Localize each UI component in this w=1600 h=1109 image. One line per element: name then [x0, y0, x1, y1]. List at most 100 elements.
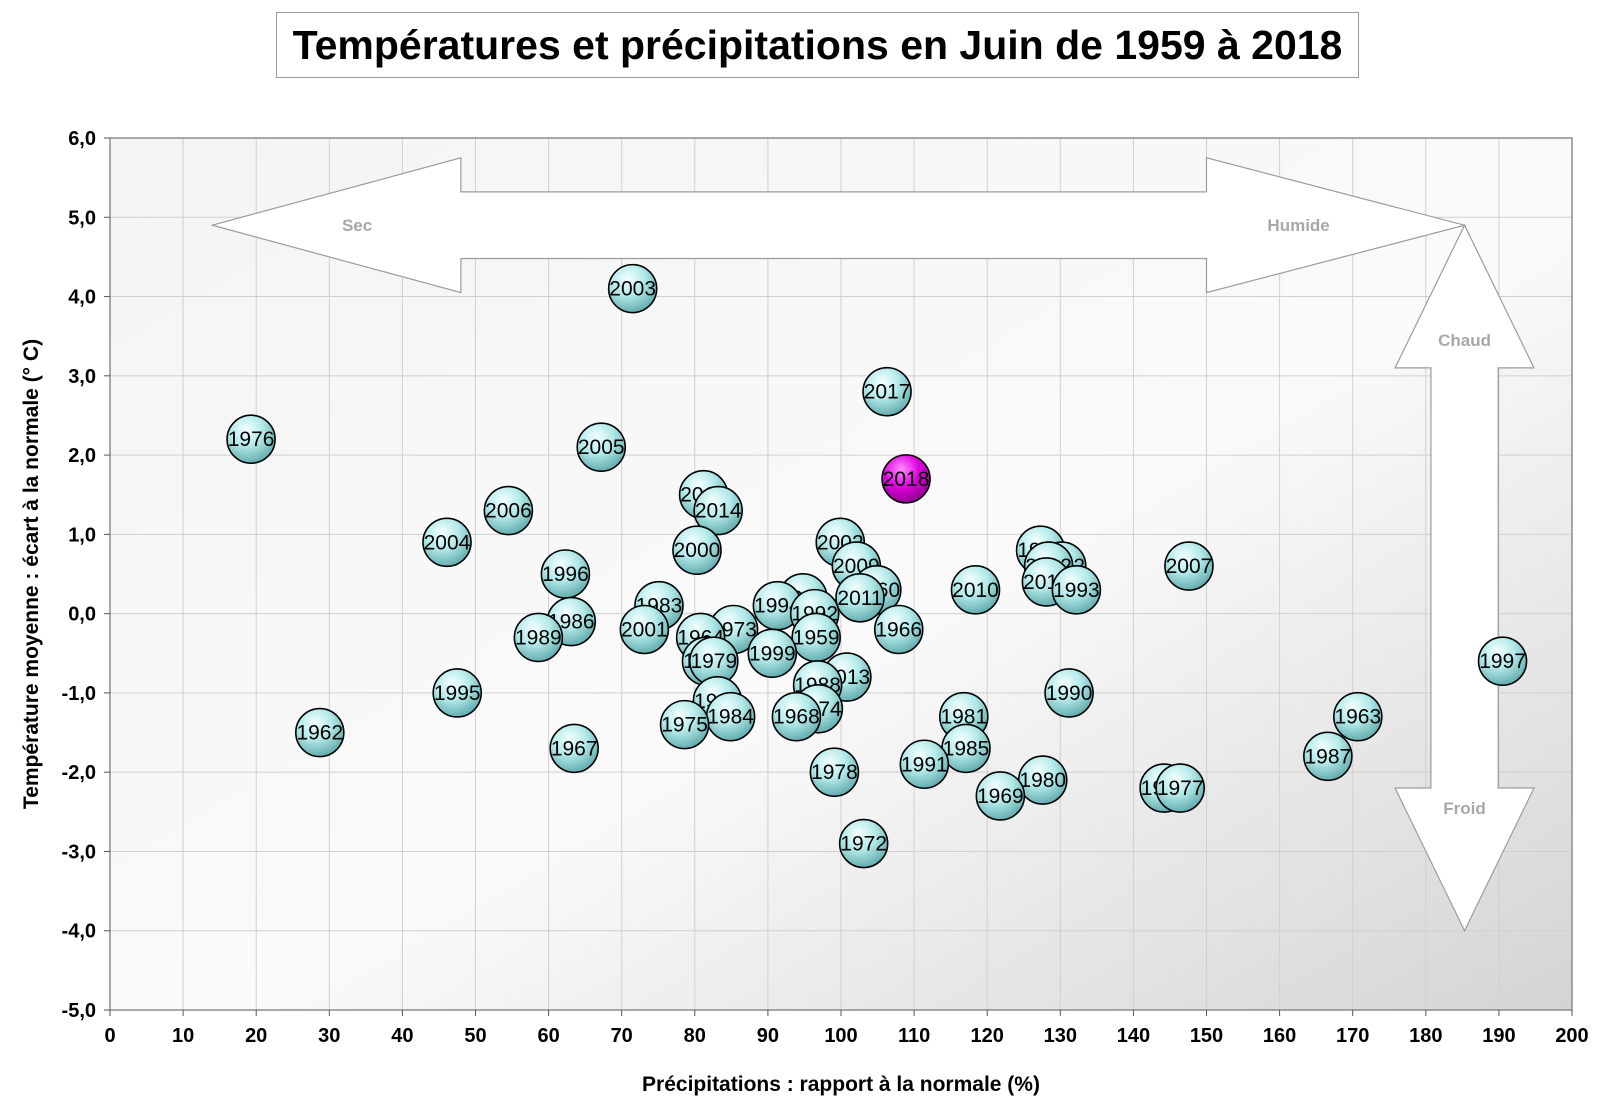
point-marker [483, 485, 534, 536]
point-label: 1979 [690, 650, 737, 673]
y-tick-label-7: -1,0 [62, 683, 96, 705]
point-marker [835, 572, 885, 623]
data-point-1999-33: 1999 [747, 628, 798, 679]
point-label: 1999 [749, 642, 796, 665]
x-tick-label-20: 20 [245, 1025, 267, 1047]
point-marker [607, 263, 658, 314]
point-marker [619, 604, 670, 655]
point-label: 1966 [875, 618, 922, 641]
point-label: 2003 [609, 278, 656, 301]
point-marker [873, 604, 924, 655]
data-point-1977-56: 1977 [1155, 763, 1205, 813]
data-point-1959-32: 1959 [791, 612, 841, 663]
y-tick-label-5: 1,0 [68, 524, 96, 546]
point-label: 1959 [793, 626, 840, 649]
y-tick-label-3: 3,0 [68, 366, 96, 388]
point-label: 1990 [1046, 682, 1093, 705]
chart-title: Températures et précipitations en Juin d… [292, 21, 1343, 68]
point-marker [1303, 731, 1353, 782]
point-marker [513, 612, 564, 663]
point-label: 1991 [901, 753, 948, 776]
x-tick-label-160: 160 [1263, 1025, 1296, 1047]
point-label: 2011 [837, 587, 882, 610]
direction-arrows: Sec Humide Chaud Froid [210, 157, 1535, 933]
arrow-label-froid: Froid [1443, 799, 1486, 818]
point-label: 1993 [1053, 579, 1100, 602]
data-point-2001-28: 2001 [619, 604, 670, 655]
point-marker [809, 747, 860, 797]
data-point-1980-54: 1980 [1017, 755, 1068, 805]
x-tick-label-140: 140 [1117, 1025, 1150, 1047]
x-tick-label-90: 90 [757, 1025, 779, 1047]
data-point-1993-20: 1993 [1051, 565, 1102, 615]
point-label: 1978 [811, 761, 858, 784]
point-label: 2000 [674, 539, 721, 562]
point-label: 1981 [940, 706, 987, 729]
point-marker [549, 723, 599, 774]
data-point-2018-4: 2018 [881, 454, 931, 504]
x-tick-label-200: 200 [1555, 1025, 1588, 1047]
point-marker [432, 668, 483, 718]
data-point-2007-14: 2007 [1164, 541, 1214, 591]
point-label: 1987 [1304, 745, 1351, 768]
x-tick-label-100: 100 [824, 1025, 857, 1047]
y-tick-label-0: 6,0 [68, 128, 96, 150]
chart-title-box: Températures et précipitations en Juin d… [276, 12, 1359, 78]
data-point-1968-45: 1968 [771, 691, 822, 742]
x-tick-label-30: 30 [318, 1025, 340, 1047]
y-tick-label-8: -2,0 [62, 762, 96, 784]
data-point-2000-10: 2000 [672, 525, 722, 576]
y-tick-label-6: 0,0 [68, 604, 96, 626]
point-marker [1164, 541, 1214, 591]
data-point-2004-8: 2004 [422, 517, 472, 568]
point-label: 1989 [515, 626, 562, 649]
point-marker [422, 517, 472, 568]
data-point-1996-16: 1996 [540, 549, 591, 599]
x-tick-label-130: 130 [1044, 1025, 1077, 1047]
data-point-1967-49: 1967 [549, 723, 599, 774]
point-label: 1996 [542, 563, 589, 586]
point-label: 1985 [943, 737, 990, 760]
point-marker [838, 818, 889, 869]
data-point-1990-40: 1990 [1044, 668, 1094, 718]
data-point-1976-2: 1976 [226, 414, 276, 465]
data-point-2017-1: 2017 [862, 366, 912, 417]
data-point-1975-47: 1975 [659, 699, 710, 750]
data-point-1972-58: 1972 [838, 818, 889, 869]
point-marker [862, 366, 912, 417]
data-point-1995-39: 1995 [432, 668, 483, 718]
data-point-1987-51: 1987 [1303, 731, 1353, 782]
x-tick-label-10: 10 [172, 1025, 194, 1047]
x-tick-label-110: 110 [898, 1025, 930, 1047]
point-label: 1969 [977, 785, 1024, 808]
point-marker [294, 707, 345, 758]
data-point-1966-29: 1966 [873, 604, 924, 655]
point-marker [771, 691, 822, 742]
point-marker [226, 414, 276, 465]
data-point-2010-19: 2010 [950, 565, 1001, 615]
y-tick-label-11: -5,0 [62, 1000, 96, 1022]
hot-cold-arrow [1394, 223, 1535, 933]
point-marker [899, 739, 950, 790]
data-point-2003-0: 2003 [607, 263, 658, 314]
x-tick-label-0: 0 [104, 1025, 115, 1047]
point-marker [1477, 636, 1528, 687]
point-label: 1962 [296, 722, 343, 745]
data-point-1963-43: 1963 [1333, 691, 1383, 742]
point-marker [1044, 668, 1094, 718]
point-marker [693, 485, 743, 536]
point-label: 1963 [1334, 706, 1381, 729]
point-marker [747, 628, 798, 679]
x-tick-label-80: 80 [684, 1025, 706, 1047]
x-tick-label-60: 60 [537, 1025, 559, 1047]
data-point-1989-30: 1989 [513, 612, 564, 663]
arrow-label-sec: Sec [342, 216, 372, 235]
y-tick-label-9: -3,0 [62, 841, 96, 863]
y-axis-ticks: 6,0 5,0 4,0 3,0 2,0 1,0 0,0 -1,0 -2,0 -3,0 -4,0 -5,… [62, 128, 110, 1022]
point-label: 2006 [485, 500, 532, 523]
point-label: 1968 [773, 706, 820, 729]
point-label: 1984 [707, 706, 754, 729]
data-point-2014-6: 2014 [693, 485, 743, 536]
x-tick-label-70: 70 [611, 1025, 633, 1047]
point-label: 2018 [883, 468, 930, 491]
